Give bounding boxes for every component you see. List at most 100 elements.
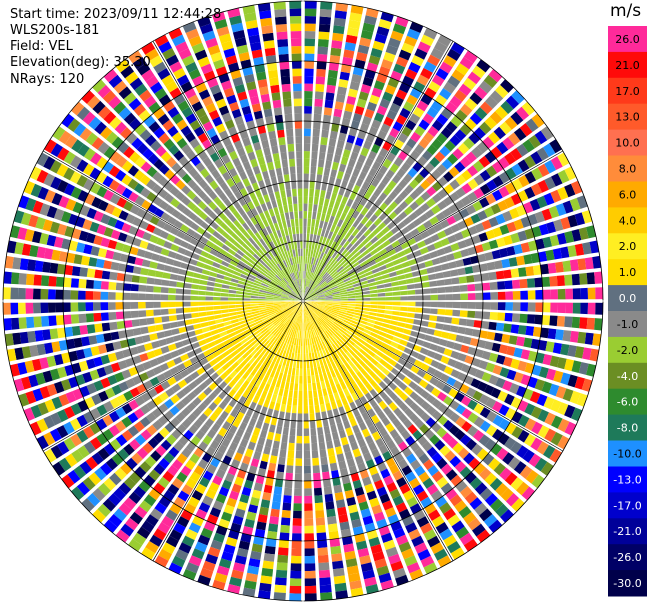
- range-gate: [53, 208, 65, 221]
- range-gate: [260, 499, 271, 509]
- range-gate: [413, 81, 426, 93]
- range-gate: [316, 276, 322, 284]
- range-gate: [405, 278, 414, 284]
- range-gate: [51, 341, 61, 353]
- range-gate: [383, 257, 392, 264]
- range-gate: [205, 301, 214, 306]
- range-gate: [104, 203, 116, 215]
- range-gate: [498, 344, 509, 355]
- range-gate: [46, 383, 58, 397]
- range-gate: [309, 314, 315, 321]
- range-gate: [435, 68, 449, 80]
- range-gate: [228, 167, 238, 178]
- range-gate: [288, 303, 296, 307]
- range-gate: [392, 377, 402, 386]
- range-gate: [377, 301, 386, 305]
- range-gate: [236, 237, 245, 246]
- range-gate: [200, 274, 209, 281]
- range-gate: [406, 371, 416, 380]
- range-gate: [412, 249, 422, 258]
- range-gate: [376, 486, 388, 497]
- range-gate: [275, 577, 287, 586]
- range-gate: [24, 360, 35, 373]
- range-gate: [277, 418, 284, 427]
- range-gate: [395, 502, 408, 513]
- range-gate: [232, 157, 242, 167]
- range-gate: [298, 338, 301, 346]
- range-gate: [368, 424, 378, 435]
- range-gate: [107, 352, 118, 363]
- range-gate: [347, 308, 355, 312]
- range-gate: [445, 469, 458, 481]
- range-gate: [154, 208, 165, 218]
- range-gate: [118, 86, 132, 100]
- range-gate: [580, 287, 588, 300]
- range-gate: [161, 279, 170, 286]
- range-gate: [218, 248, 228, 256]
- range-gate: [255, 319, 263, 325]
- range-gate: [303, 286, 305, 294]
- range-gate: [552, 342, 562, 354]
- range-gate: [185, 28, 200, 40]
- range-gate: [479, 330, 488, 339]
- range-gate: [83, 178, 95, 191]
- range-gate: [382, 91, 394, 102]
- range-gate: [252, 198, 260, 208]
- range-gate: [239, 234, 248, 243]
- range-gate: [455, 416, 467, 428]
- range-gate: [304, 330, 307, 339]
- range-gate: [180, 240, 189, 249]
- range-gate: [547, 262, 557, 274]
- range-gate: [149, 358, 159, 368]
- range-gate: [304, 503, 313, 511]
- range-gate: [300, 278, 303, 287]
- range-gate: [455, 404, 466, 415]
- range-gate: [351, 228, 360, 237]
- range-gate: [118, 482, 132, 495]
- range-gate: [268, 250, 275, 259]
- range-gate: [550, 432, 563, 446]
- range-gate: [517, 159, 530, 173]
- range-gate: [482, 453, 495, 466]
- range-gate: [241, 105, 252, 116]
- range-gate: [400, 162, 411, 173]
- range-gate: [429, 308, 438, 315]
- range-gate: [58, 195, 70, 209]
- range-gate: [93, 210, 104, 222]
- range-gate: [444, 140, 456, 152]
- range-gate: [450, 115, 463, 128]
- range-gate: [347, 385, 355, 395]
- range-gate: [517, 230, 528, 242]
- range-gate: [367, 278, 376, 284]
- range-gate: [314, 258, 319, 266]
- range-gate: [414, 418, 425, 429]
- range-gate: [173, 220, 183, 229]
- range-gate: [128, 191, 139, 203]
- range-gate: [482, 302, 491, 310]
- range-gate: [158, 200, 169, 211]
- range-gate: [20, 212, 32, 226]
- range-gate: [448, 166, 460, 178]
- range-gate: [128, 399, 139, 411]
- range-gate: [392, 301, 401, 306]
- range-gate: [316, 351, 322, 359]
- range-gate: [134, 506, 148, 519]
- range-gate: [344, 263, 352, 270]
- range-gate: [323, 309, 331, 313]
- range-gate: [330, 353, 337, 361]
- range-gate: [166, 233, 176, 243]
- range-gate: [304, 31, 316, 39]
- range-gate: [321, 283, 329, 289]
- range-gate: [367, 349, 376, 358]
- range-gate: [351, 346, 359, 354]
- range-gate: [214, 572, 228, 584]
- range-gate: [387, 329, 396, 336]
- range-gate: [534, 211, 545, 223]
- range-gate: [162, 470, 175, 483]
- range-gate: [589, 348, 599, 362]
- range-gate: [300, 308, 302, 316]
- range-gate: [271, 378, 277, 387]
- range-gate: [125, 213, 136, 224]
- range-gate: [350, 472, 360, 482]
- range-gate: [519, 123, 533, 137]
